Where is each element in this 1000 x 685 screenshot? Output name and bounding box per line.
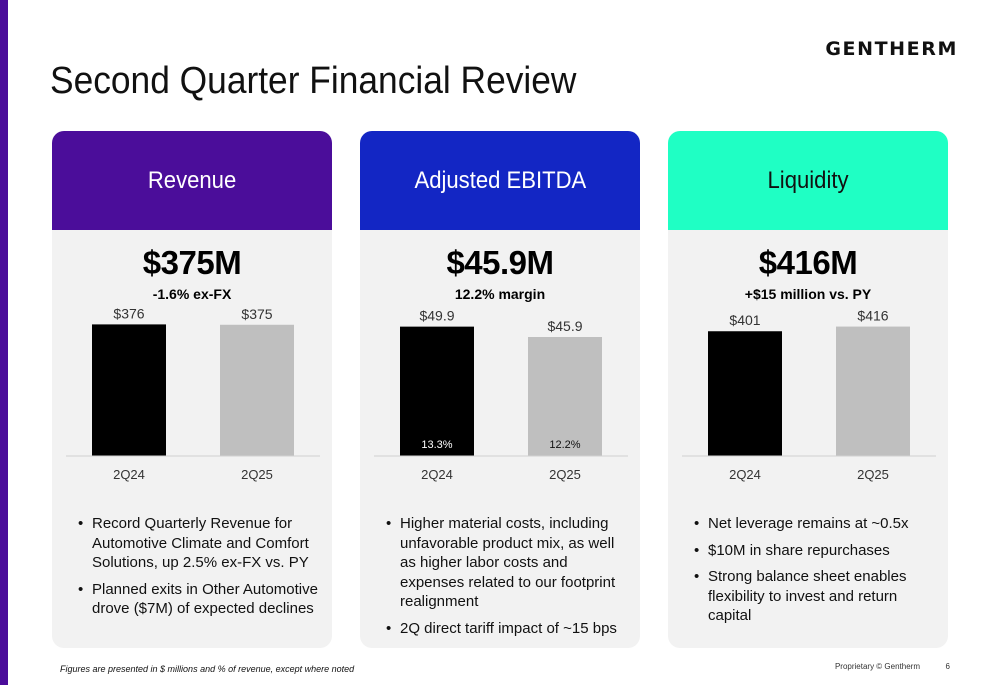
bar-value-label: $401 xyxy=(729,312,760,328)
ebitda-bar-chart: $49.9 13.3% 2Q24 $45.9 12.2% 2Q25 xyxy=(374,308,628,482)
revenue-bullet: Planned exits in Other Automotive drove … xyxy=(78,580,318,619)
ebitda-bullet: Higher material costs, including unfavor… xyxy=(386,514,626,612)
liquidity-bullet: $10M in share repurchases xyxy=(694,541,934,561)
ebitda-value: $45.9M xyxy=(446,244,554,281)
liquidity-card-header: Liquidity xyxy=(668,131,948,230)
revenue-bar-chart: $376 2Q24 $375 2Q25 xyxy=(66,306,320,482)
bar-value-label: $376 xyxy=(113,306,144,321)
bar-2q25 xyxy=(528,337,602,456)
x-tick-label: 2Q24 xyxy=(729,467,761,482)
liquidity-value: $416M xyxy=(758,244,858,281)
revenue-bullet: Record Quarterly Revenue for Automotive … xyxy=(78,514,318,573)
ebitda-subtext: 12.2% margin xyxy=(454,286,546,302)
footnote: Figures are presented in $ millions and … xyxy=(60,664,355,674)
liquidity-bullet: Strong balance sheet enables flexibility… xyxy=(694,567,934,626)
bar-value-label: $45.9 xyxy=(547,318,582,334)
liquidity-subtext: +$15 million vs. PY xyxy=(744,286,872,302)
revenue-card-header: Revenue xyxy=(52,131,332,230)
ebitda-card-header: Adjusted EBITDA xyxy=(360,131,640,230)
bar-inner-label: 12.2% xyxy=(549,439,580,451)
gentherm-logo: GENTHERM xyxy=(825,38,958,60)
proprietary-notice: Proprietary © Gentherm xyxy=(834,662,920,671)
revenue-card-title: Revenue xyxy=(147,166,237,194)
ebitda-card: Adjusted EBITDA $45.9M 12.2% margin $49.… xyxy=(360,131,640,648)
liquidity-bar-chart: $401 2Q24 $416 2Q25 xyxy=(682,308,936,482)
x-tick-label: 2Q25 xyxy=(241,467,273,482)
page-number: 6 xyxy=(945,662,950,671)
revenue-value: $375M xyxy=(142,244,242,281)
bar-2q25 xyxy=(836,326,910,456)
bar-value-label: $49.9 xyxy=(419,308,454,324)
accent-side-bar xyxy=(0,0,8,685)
bar-2q24 xyxy=(400,326,474,456)
x-tick-label: 2Q25 xyxy=(857,467,889,482)
liquidity-bullet-list: Net leverage remains at ~0.5x $10M in sh… xyxy=(694,514,934,633)
revenue-subtext: -1.6% ex-FX xyxy=(152,286,232,302)
x-tick-label: 2Q24 xyxy=(113,467,145,482)
bar-2q24 xyxy=(92,324,166,456)
revenue-bullet-list: Record Quarterly Revenue for Automotive … xyxy=(78,514,318,626)
bar-2q25 xyxy=(220,324,294,456)
bar-value-label: $375 xyxy=(241,306,272,322)
ebitda-bullet-list: Higher material costs, including unfavor… xyxy=(386,514,626,645)
x-tick-label: 2Q24 xyxy=(421,467,453,482)
liquidity-bullet: Net leverage remains at ~0.5x xyxy=(694,514,934,534)
bar-2q24 xyxy=(708,331,782,456)
revenue-card: Revenue $375M -1.6% ex-FX $376 2Q24 $375 2Q… xyxy=(52,131,332,648)
bar-value-label: $416 xyxy=(857,308,888,324)
page-title: Second Quarter Financial Review xyxy=(50,60,577,102)
liquidity-card: Liquidity $416M +$15 million vs. PY $401… xyxy=(668,131,948,648)
ebitda-bullet: 2Q direct tariff impact of ~15 bps xyxy=(386,619,626,639)
ebitda-card-title: Adjusted EBITDA xyxy=(414,166,586,194)
x-tick-label: 2Q25 xyxy=(549,467,581,482)
bar-inner-label: 13.3% xyxy=(421,439,452,451)
liquidity-card-title: Liquidity xyxy=(767,166,849,194)
